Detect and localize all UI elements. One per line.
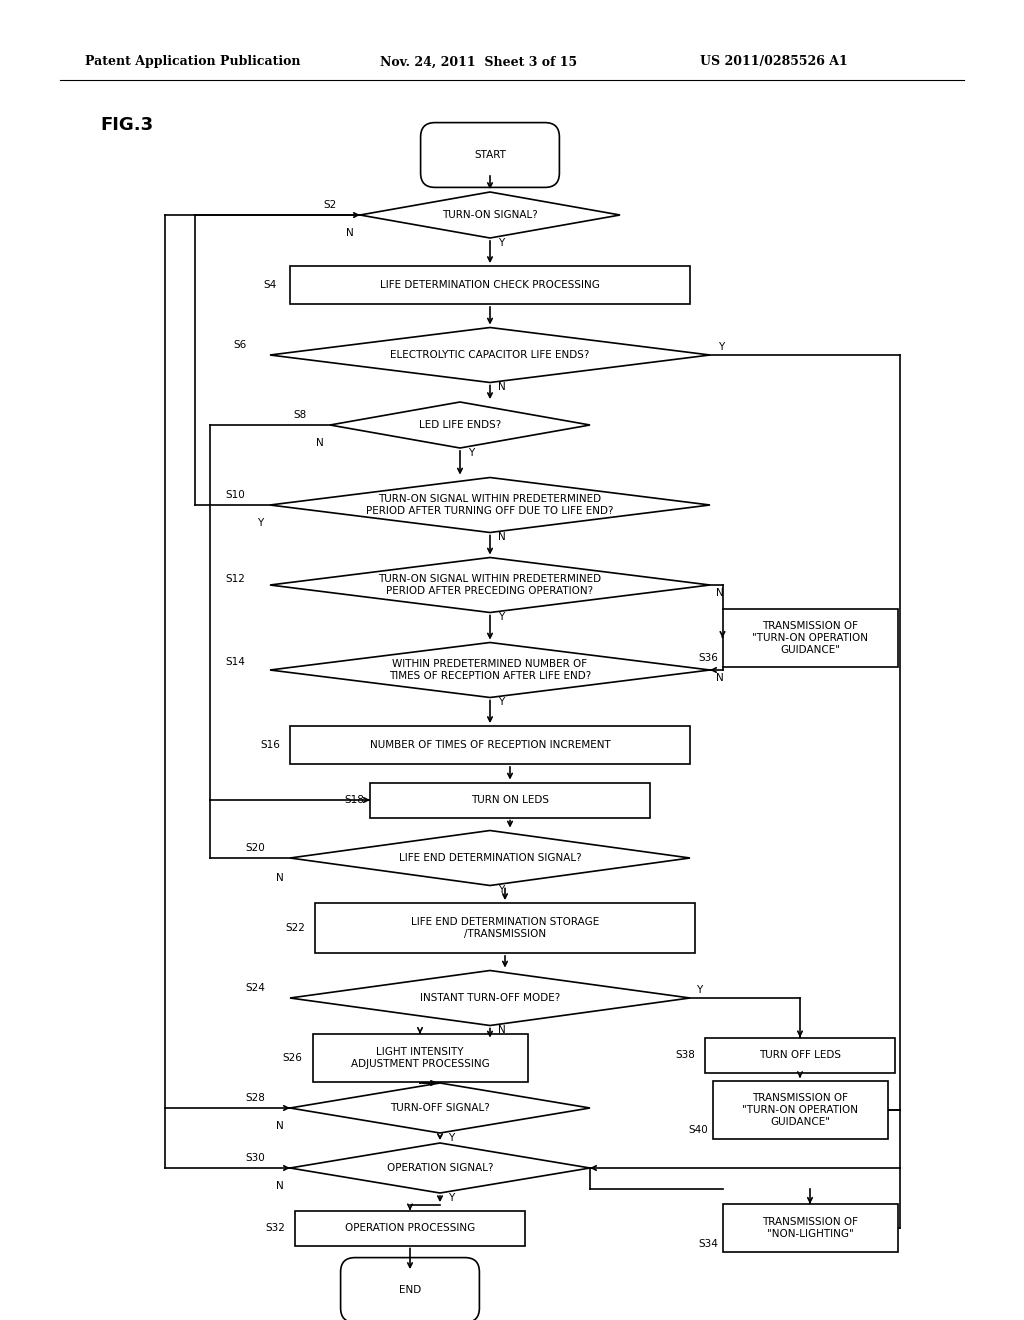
Text: LED LIFE ENDS?: LED LIFE ENDS?: [419, 420, 501, 430]
Text: S26: S26: [283, 1053, 302, 1063]
Text: S18: S18: [344, 795, 364, 805]
Text: N: N: [716, 673, 724, 682]
Text: S24: S24: [245, 983, 265, 993]
Text: FIG.3: FIG.3: [100, 116, 154, 135]
Text: N: N: [498, 381, 506, 392]
Text: N: N: [716, 587, 724, 598]
Polygon shape: [270, 557, 710, 612]
Text: N: N: [276, 873, 284, 883]
Polygon shape: [360, 191, 620, 238]
Bar: [723, 609, 897, 667]
Text: TRANSMISSION OF
"TURN-ON OPERATION
GUIDANCE": TRANSMISSION OF "TURN-ON OPERATION GUIDA…: [742, 1093, 858, 1127]
Polygon shape: [290, 830, 690, 886]
Text: N: N: [346, 228, 354, 238]
Polygon shape: [290, 1143, 590, 1193]
Bar: [723, 1204, 897, 1251]
Text: OPERATION PROCESSING: OPERATION PROCESSING: [345, 1224, 475, 1233]
Text: N: N: [276, 1181, 284, 1191]
Bar: [290, 267, 690, 304]
Text: S36: S36: [698, 653, 719, 663]
Text: N: N: [498, 1026, 506, 1035]
Text: Y: Y: [498, 612, 504, 622]
Text: Y: Y: [257, 517, 263, 528]
Text: WITHIN PREDETERMINED NUMBER OF
TIMES OF RECEPTION AFTER LIFE END?: WITHIN PREDETERMINED NUMBER OF TIMES OF …: [389, 659, 591, 681]
Text: TURN-ON SIGNAL WITHIN PREDETERMINED
PERIOD AFTER PRECEDING OPERATION?: TURN-ON SIGNAL WITHIN PREDETERMINED PERI…: [379, 574, 601, 597]
Text: LIFE END DETERMINATION SIGNAL?: LIFE END DETERMINATION SIGNAL?: [398, 853, 582, 863]
Text: TURN-ON SIGNAL?: TURN-ON SIGNAL?: [442, 210, 538, 220]
Text: N: N: [276, 1121, 284, 1131]
Text: S38: S38: [675, 1049, 695, 1060]
Text: Y: Y: [449, 1193, 455, 1203]
Text: TRANSMISSION OF
"NON-LIGHTING": TRANSMISSION OF "NON-LIGHTING": [762, 1217, 858, 1239]
Text: S20: S20: [245, 843, 265, 853]
Bar: [315, 903, 695, 953]
Text: Y: Y: [498, 884, 504, 895]
Text: S40: S40: [689, 1125, 709, 1135]
Text: S34: S34: [698, 1239, 719, 1249]
Text: S16: S16: [260, 741, 280, 750]
Text: LIGHT INTENSITY
ADJUSTMENT PROCESSING: LIGHT INTENSITY ADJUSTMENT PROCESSING: [350, 1047, 489, 1069]
Text: Patent Application Publication: Patent Application Publication: [85, 55, 300, 69]
FancyBboxPatch shape: [341, 1258, 479, 1320]
Text: S8: S8: [293, 411, 306, 420]
Bar: [713, 1081, 888, 1139]
Text: S28: S28: [245, 1093, 265, 1104]
Polygon shape: [270, 327, 710, 383]
Bar: [290, 726, 690, 764]
Text: S4: S4: [263, 280, 276, 290]
Text: S32: S32: [265, 1224, 285, 1233]
Text: S22: S22: [285, 923, 305, 933]
Text: OPERATION SIGNAL?: OPERATION SIGNAL?: [387, 1163, 494, 1173]
Text: END: END: [399, 1284, 421, 1295]
Text: TURN-ON SIGNAL WITHIN PREDETERMINED
PERIOD AFTER TURNING OFF DUE TO LIFE END?: TURN-ON SIGNAL WITHIN PREDETERMINED PERI…: [367, 494, 613, 516]
Bar: [295, 1210, 525, 1246]
Text: N: N: [316, 438, 324, 447]
Text: Y: Y: [468, 447, 474, 458]
Text: INSTANT TURN-OFF MODE?: INSTANT TURN-OFF MODE?: [420, 993, 560, 1003]
Text: TURN OFF LEDS: TURN OFF LEDS: [759, 1049, 841, 1060]
Text: ELECTROLYTIC CAPACITOR LIFE ENDS?: ELECTROLYTIC CAPACITOR LIFE ENDS?: [390, 350, 590, 360]
Text: Y: Y: [498, 238, 504, 248]
Text: S30: S30: [245, 1152, 265, 1163]
Polygon shape: [290, 970, 690, 1026]
Text: N: N: [498, 532, 506, 543]
Text: TRANSMISSION OF
"TURN-ON OPERATION
GUIDANCE": TRANSMISSION OF "TURN-ON OPERATION GUIDA…: [752, 620, 868, 656]
Text: LIFE DETERMINATION CHECK PROCESSING: LIFE DETERMINATION CHECK PROCESSING: [380, 280, 600, 290]
Polygon shape: [270, 478, 710, 532]
Bar: [312, 1034, 527, 1082]
FancyBboxPatch shape: [421, 123, 559, 187]
Text: Y: Y: [498, 697, 504, 708]
Bar: [705, 1038, 895, 1072]
Bar: [370, 783, 650, 817]
Polygon shape: [270, 643, 710, 697]
Text: Y: Y: [449, 1133, 455, 1143]
Polygon shape: [330, 403, 590, 447]
Text: TURN ON LEDS: TURN ON LEDS: [471, 795, 549, 805]
Text: US 2011/0285526 A1: US 2011/0285526 A1: [700, 55, 848, 69]
Polygon shape: [290, 1082, 590, 1133]
Text: Y: Y: [718, 342, 724, 352]
Text: S6: S6: [233, 341, 247, 350]
Text: S2: S2: [324, 201, 337, 210]
Text: Nov. 24, 2011  Sheet 3 of 15: Nov. 24, 2011 Sheet 3 of 15: [380, 55, 578, 69]
Text: Y: Y: [696, 985, 702, 995]
Text: START: START: [474, 150, 506, 160]
Text: S10: S10: [225, 490, 245, 500]
Text: NUMBER OF TIMES OF RECEPTION INCREMENT: NUMBER OF TIMES OF RECEPTION INCREMENT: [370, 741, 610, 750]
Text: S14: S14: [225, 657, 245, 667]
Text: LIFE END DETERMINATION STORAGE
/TRANSMISSION: LIFE END DETERMINATION STORAGE /TRANSMIS…: [411, 917, 599, 940]
Text: TURN-OFF SIGNAL?: TURN-OFF SIGNAL?: [390, 1104, 489, 1113]
Text: S12: S12: [225, 574, 245, 583]
